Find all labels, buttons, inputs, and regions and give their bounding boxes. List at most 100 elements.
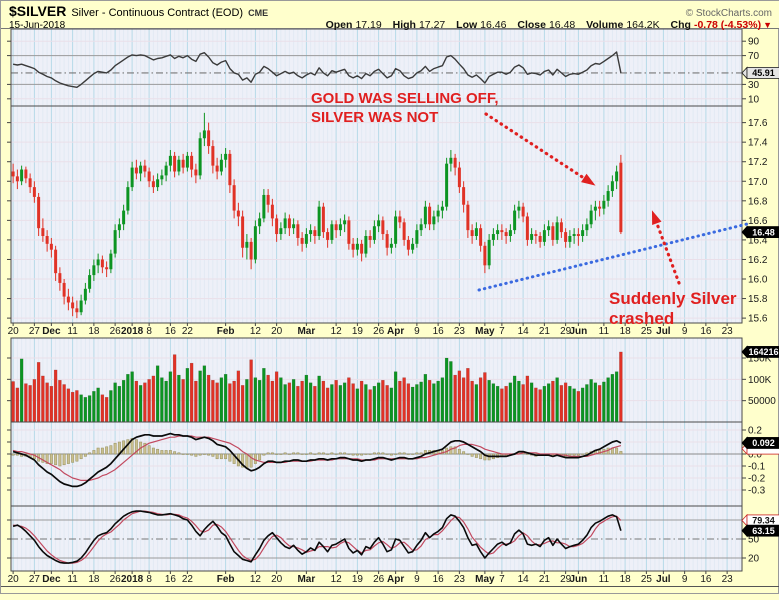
symbol: $SILVER — [9, 3, 67, 19]
svg-text:12: 12 — [250, 326, 262, 337]
svg-text:7: 7 — [499, 326, 505, 337]
macd-panel — [11, 422, 742, 506]
svg-text:Apr: Apr — [387, 574, 404, 585]
svg-text:14: 14 — [518, 326, 530, 337]
svg-text:17.4: 17.4 — [748, 138, 768, 149]
annotation-text: crashed — [609, 309, 674, 328]
open-label: Open — [325, 19, 353, 31]
svg-text:26: 26 — [110, 326, 122, 337]
svg-text:2018: 2018 — [121, 574, 144, 585]
svg-text:Jul: Jul — [656, 574, 671, 585]
svg-text:11: 11 — [599, 326, 610, 337]
x-axis: 20 27 Dec 11 18 26 2018 8 16 22 Feb 12 20 Mar 12 19 26 Ap… — [8, 323, 734, 337]
price-tag — [741, 524, 748, 538]
svg-text:90: 90 — [748, 37, 760, 48]
svg-text:16.2: 16.2 — [748, 255, 768, 266]
exchange: CME — [248, 8, 269, 18]
svg-text:79.34: 79.34 — [752, 516, 775, 526]
close-value: 16.48 — [548, 19, 576, 31]
svg-text:16: 16 — [700, 326, 712, 337]
svg-text:26: 26 — [373, 326, 385, 337]
svg-text:9: 9 — [414, 574, 420, 585]
svg-text:-0.2: -0.2 — [748, 474, 766, 485]
svg-text:0.2: 0.2 — [748, 426, 762, 437]
high-value: 17.27 — [418, 19, 446, 31]
svg-text:25: 25 — [641, 574, 653, 585]
svg-text:26: 26 — [373, 574, 385, 585]
svg-text:25: 25 — [641, 326, 653, 337]
price-tag — [741, 345, 748, 359]
svg-text:16: 16 — [165, 326, 177, 337]
low-value: 16.46 — [480, 19, 507, 31]
price-panel — [11, 106, 742, 323]
svg-text:50: 50 — [748, 535, 760, 546]
svg-text:12: 12 — [331, 326, 343, 337]
svg-text:Feb: Feb — [217, 574, 235, 585]
svg-text:16: 16 — [433, 326, 445, 337]
red-arrowhead-icon — [651, 210, 662, 226]
blue-dotted-trendline — [477, 222, 749, 292]
price-tag — [741, 513, 748, 527]
annotation-layer: GOLD WAS SELLING OFF, SILVER WAS NOT Sudde… — [311, 90, 749, 328]
svg-text:16: 16 — [700, 574, 712, 585]
volume-label: Volume — [586, 19, 624, 31]
svg-text:Jun: Jun — [569, 574, 587, 585]
svg-text:19: 19 — [352, 326, 364, 337]
svg-text:23: 23 — [722, 326, 734, 337]
svg-text:45.91: 45.91 — [752, 68, 775, 78]
high-label: High — [392, 19, 416, 31]
svg-text:30: 30 — [748, 80, 760, 91]
svg-text:-0.1: -0.1 — [748, 462, 766, 473]
svg-text:20: 20 — [8, 574, 20, 585]
svg-text:21: 21 — [539, 326, 551, 337]
quote-bar: Open 17.19 High 17.27 Low 16.46 Close 16.48 … — [318, 19, 772, 31]
annotation-text: GOLD WAS SELLING OFF, — [311, 90, 499, 107]
svg-text:50000: 50000 — [748, 396, 776, 407]
svg-text:May: May — [475, 574, 495, 585]
svg-text:15.6: 15.6 — [748, 314, 768, 325]
chart-date: 15-Jun-2018 — [9, 20, 66, 31]
svg-text:150K: 150K — [748, 354, 772, 365]
svg-text:0.092: 0.092 — [752, 438, 775, 448]
svg-text:16.4: 16.4 — [748, 235, 768, 246]
svg-text:20: 20 — [8, 326, 20, 337]
svg-text:0.0: 0.0 — [748, 450, 762, 461]
svg-text:Jul: Jul — [656, 326, 671, 337]
svg-text:29: 29 — [560, 326, 572, 337]
chart-title: Silver - Continuous Contract (EOD) — [71, 7, 244, 19]
svg-text:11: 11 — [599, 574, 610, 585]
svg-text:17.0: 17.0 — [748, 177, 768, 188]
svg-text:20: 20 — [271, 574, 283, 585]
open-value: 17.19 — [355, 19, 382, 31]
svg-text:19: 19 — [352, 574, 364, 585]
svg-text:7: 7 — [499, 574, 505, 585]
low-label: Low — [456, 19, 478, 31]
annotation-text: SILVER WAS NOT — [311, 109, 438, 126]
svg-text:Jun: Jun — [569, 326, 587, 337]
svg-text:15.8: 15.8 — [748, 294, 768, 305]
svg-text:10: 10 — [748, 94, 760, 105]
chg-value: -0.78 (-4.53%) — [693, 19, 762, 31]
svg-text:22: 22 — [182, 574, 194, 585]
svg-text:16.8: 16.8 — [748, 196, 768, 207]
red-arrowhead-icon — [581, 173, 596, 186]
momentum-panel — [11, 29, 742, 106]
svg-text:16.6: 16.6 — [748, 216, 768, 227]
svg-text:14: 14 — [518, 574, 530, 585]
svg-text:16: 16 — [433, 574, 445, 585]
svg-text:Dec: Dec — [42, 326, 61, 337]
svg-text:2018: 2018 — [121, 326, 144, 337]
chg-down-arrow-icon: ▼ — [763, 20, 772, 30]
svg-text:21: 21 — [539, 574, 551, 585]
price-tag — [741, 225, 748, 239]
svg-text:Apr: Apr — [387, 326, 404, 337]
svg-text:May: May — [475, 326, 495, 337]
red-dotted-arrow — [655, 221, 681, 285]
volume-panel — [11, 338, 742, 423]
svg-text:9: 9 — [414, 326, 420, 337]
svg-text:8: 8 — [146, 574, 152, 585]
svg-text:Mar: Mar — [297, 574, 315, 585]
svg-text:20: 20 — [271, 326, 283, 337]
